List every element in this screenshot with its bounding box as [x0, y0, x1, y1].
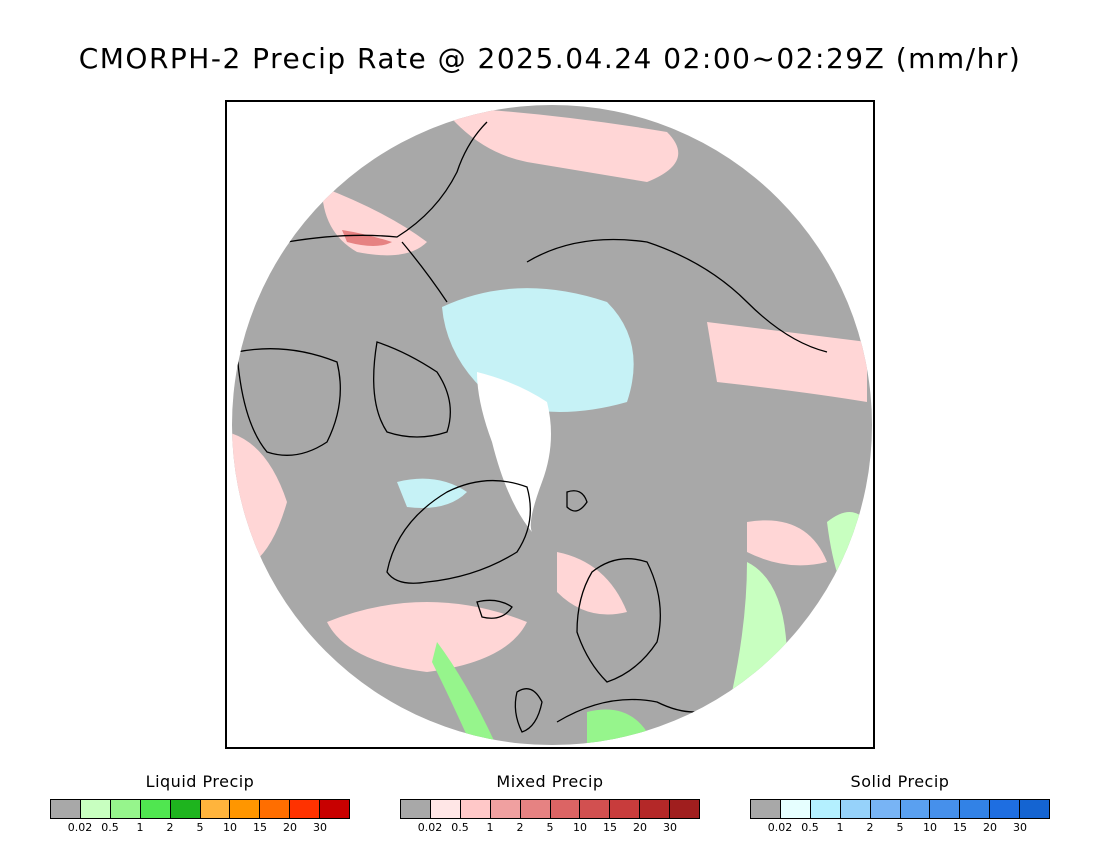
legend-swatch — [460, 800, 491, 818]
canadian-archipelago — [373, 341, 451, 438]
tick-label: 15 — [953, 821, 967, 834]
legend-swatch — [870, 800, 901, 818]
tick-label: 20 — [283, 821, 297, 834]
tick-label: 0.02 — [767, 821, 793, 834]
legend-swatch — [930, 800, 961, 818]
legend-swatch — [990, 800, 1021, 818]
tick-label: 1 — [486, 821, 494, 834]
legend-swatch — [260, 800, 291, 818]
mixed-precip-area — [557, 552, 627, 615]
legend-swatch — [51, 800, 81, 818]
color-bar — [400, 799, 700, 819]
boundary-line — [401, 241, 448, 303]
tick-label: 20 — [633, 821, 647, 834]
british-isles-coast — [514, 688, 543, 733]
tick-label: 0.5 — [101, 821, 119, 834]
tick-label: 10 — [223, 821, 237, 834]
coastlines — [236, 121, 828, 733]
tick-label: 1 — [836, 821, 844, 834]
legend-swatch — [1020, 800, 1050, 818]
svalbard-coast — [566, 490, 588, 512]
tick-label: 15 — [603, 821, 617, 834]
tick-label: 5 — [896, 821, 904, 834]
tick-label: 5 — [546, 821, 554, 834]
legend-swatch — [80, 800, 111, 818]
tick-label: 30 — [663, 821, 677, 834]
legend-swatch — [230, 800, 261, 818]
tick-labels: 0.02 0.5 1 2 5 10 15 20 30 — [750, 821, 1050, 835]
liquid-precip-area — [587, 709, 647, 745]
legend-title: Liquid Precip — [145, 772, 255, 791]
legend-swatch — [610, 800, 641, 818]
tick-label: 2 — [866, 821, 874, 834]
tick-labels: 0.02 0.5 1 2 5 10 15 20 30 — [50, 821, 350, 835]
mixed-precip-area — [442, 107, 679, 182]
siberia-coast — [526, 238, 828, 353]
legend-swatch — [640, 800, 671, 818]
tick-label: 10 — [923, 821, 937, 834]
chart-title: CMORPH-2 Precip Rate @ 2025.04.24 02:00~… — [78, 42, 1022, 75]
legend-swatch — [960, 800, 991, 818]
tick-label: 5 — [196, 821, 204, 834]
legend-solid: Solid Precip 0.02 0.5 1 2 5 10 15 20 30 — [750, 772, 1050, 835]
legend-swatch — [320, 800, 350, 818]
legend-title: Solid Precip — [850, 772, 950, 791]
legend-swatch — [401, 800, 431, 818]
tick-label: 0.5 — [451, 821, 469, 834]
tick-label: 0.5 — [801, 821, 819, 834]
legend-swatch — [670, 800, 700, 818]
alaska-coast — [286, 121, 488, 243]
legend-swatch — [900, 800, 931, 818]
tick-label: 30 — [313, 821, 327, 834]
tick-label: 10 — [573, 821, 587, 834]
legend-swatch — [550, 800, 581, 818]
mixed-precip-heavier — [342, 230, 392, 246]
legend-swatch — [520, 800, 551, 818]
mixed-precip-area — [747, 520, 827, 566]
no-data-region — [477, 372, 551, 532]
tick-label: 2 — [516, 821, 524, 834]
iceland-coast — [476, 599, 513, 619]
tick-label: 0.02 — [67, 821, 93, 834]
tick-label: 0.02 — [417, 821, 443, 834]
tick-labels: 0.02 0.5 1 2 5 10 15 20 30 — [400, 821, 700, 835]
legend-swatch — [490, 800, 521, 818]
legend-liquid: Liquid Precip 0.02 0.5 1 2 5 10 15 20 30 — [50, 772, 350, 835]
tick-label: 30 — [1013, 821, 1027, 834]
tick-label: 2 — [166, 821, 174, 834]
legend-swatch — [140, 800, 171, 818]
legend-swatch — [580, 800, 611, 818]
tick-label: 1 — [136, 821, 144, 834]
mixed-precip-area — [707, 322, 867, 402]
map-canvas — [232, 105, 872, 745]
legend-swatch — [290, 800, 321, 818]
legend-swatch — [780, 800, 811, 818]
solid-precip-area — [397, 478, 467, 508]
legend-swatch — [751, 800, 781, 818]
color-bar — [50, 799, 350, 819]
color-bar — [750, 799, 1050, 819]
greenland-coast — [386, 479, 531, 584]
liquid-precip-area — [432, 642, 497, 745]
tick-label: 15 — [253, 821, 267, 834]
map-disc — [232, 105, 872, 745]
north-america-coast — [236, 348, 341, 456]
precip-areas — [232, 107, 867, 745]
legend-mixed: Mixed Precip 0.02 0.5 1 2 5 10 15 20 30 — [400, 772, 700, 835]
polar-precip-map — [225, 100, 875, 749]
legend-title: Mixed Precip — [496, 772, 604, 791]
legend-swatch — [430, 800, 461, 818]
legend-swatch — [810, 800, 841, 818]
scandinavia-coast — [576, 558, 661, 683]
legend-swatch — [840, 800, 871, 818]
legend-swatch — [110, 800, 141, 818]
mixed-precip-area — [327, 602, 527, 672]
legend-swatch — [200, 800, 231, 818]
legend-swatch — [170, 800, 201, 818]
tick-label: 20 — [983, 821, 997, 834]
